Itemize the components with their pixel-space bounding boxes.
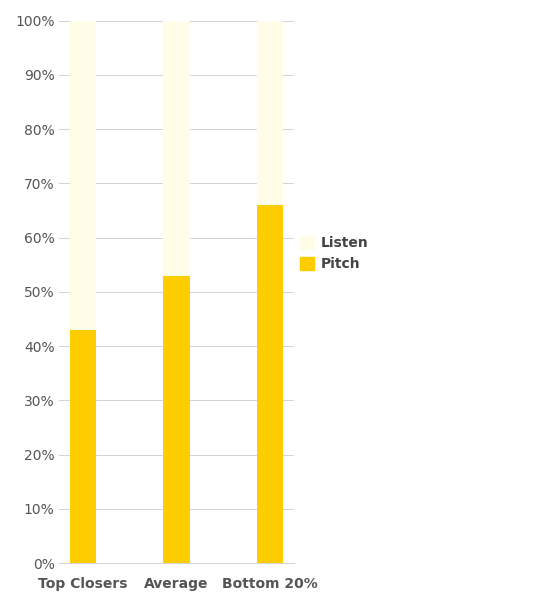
Bar [163,21,190,276]
Legend: Listen, Pitch: Listen, Pitch [300,236,369,271]
Bar [70,21,96,330]
Bar [257,205,283,563]
Bar [70,330,96,563]
Bar [257,21,283,205]
Bar [163,276,190,563]
